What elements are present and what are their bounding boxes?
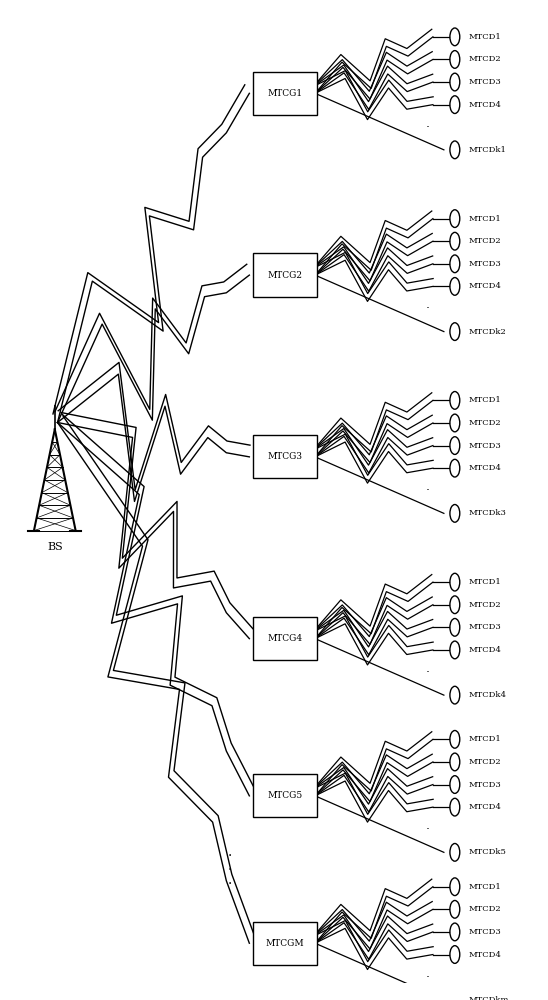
FancyBboxPatch shape [253, 617, 317, 660]
Text: MTCD4: MTCD4 [469, 951, 501, 959]
FancyBboxPatch shape [253, 253, 317, 297]
Text: MTCDk4: MTCDk4 [469, 691, 506, 699]
Text: MTCDk5: MTCDk5 [469, 848, 506, 856]
Text: MTCG1: MTCG1 [267, 89, 302, 98]
Text: MTCG5: MTCG5 [267, 791, 302, 800]
Text: ·: · [425, 971, 430, 984]
Text: MTCD3: MTCD3 [469, 260, 501, 268]
Text: MTCD1: MTCD1 [469, 735, 501, 743]
Text: MTCDk3: MTCDk3 [469, 509, 506, 517]
Text: ·: · [425, 666, 430, 679]
Text: MTCD2: MTCD2 [469, 237, 501, 245]
Text: MTCD3: MTCD3 [469, 781, 501, 789]
Text: MTCD1: MTCD1 [469, 883, 501, 891]
FancyBboxPatch shape [253, 72, 317, 115]
Text: MTCD3: MTCD3 [469, 442, 501, 450]
Text: MTCD2: MTCD2 [469, 905, 501, 913]
Text: MTCD4: MTCD4 [469, 282, 501, 290]
Text: MTCG3: MTCG3 [267, 452, 302, 461]
Text: MTCD4: MTCD4 [469, 464, 501, 472]
Text: ·: · [425, 823, 430, 836]
Text: MTCDkm: MTCDkm [469, 996, 509, 1000]
Text: MTCD4: MTCD4 [469, 803, 501, 811]
FancyBboxPatch shape [253, 435, 317, 478]
Text: MTCG2: MTCG2 [267, 271, 302, 280]
Text: ·: · [425, 121, 430, 134]
Text: ·: · [425, 303, 430, 316]
Text: MTCD3: MTCD3 [469, 928, 501, 936]
Text: MTCD2: MTCD2 [469, 419, 501, 427]
Text: MTCD3: MTCD3 [469, 623, 501, 631]
Text: MTCD1: MTCD1 [469, 578, 501, 586]
Text: BS: BS [47, 542, 62, 552]
Text: MTCDk1: MTCDk1 [469, 146, 506, 154]
Text: MTCDk2: MTCDk2 [469, 328, 506, 336]
FancyBboxPatch shape [253, 774, 317, 817]
Text: MTCD1: MTCD1 [469, 215, 501, 223]
Text: MTCG4: MTCG4 [267, 634, 302, 643]
Text: MTCD1: MTCD1 [469, 33, 501, 41]
Text: MTCD2: MTCD2 [469, 758, 501, 766]
FancyBboxPatch shape [253, 922, 317, 965]
Text: MTCD4: MTCD4 [469, 101, 501, 109]
Text: ·
·
·: · · · [228, 849, 232, 891]
Text: MTCD1: MTCD1 [469, 396, 501, 404]
Text: MTCGM: MTCGM [266, 939, 304, 948]
Text: MTCD2: MTCD2 [469, 601, 501, 609]
Text: MTCD4: MTCD4 [469, 646, 501, 654]
Text: MTCD2: MTCD2 [469, 55, 501, 63]
Text: ·: · [425, 484, 430, 497]
Text: MTCD3: MTCD3 [469, 78, 501, 86]
